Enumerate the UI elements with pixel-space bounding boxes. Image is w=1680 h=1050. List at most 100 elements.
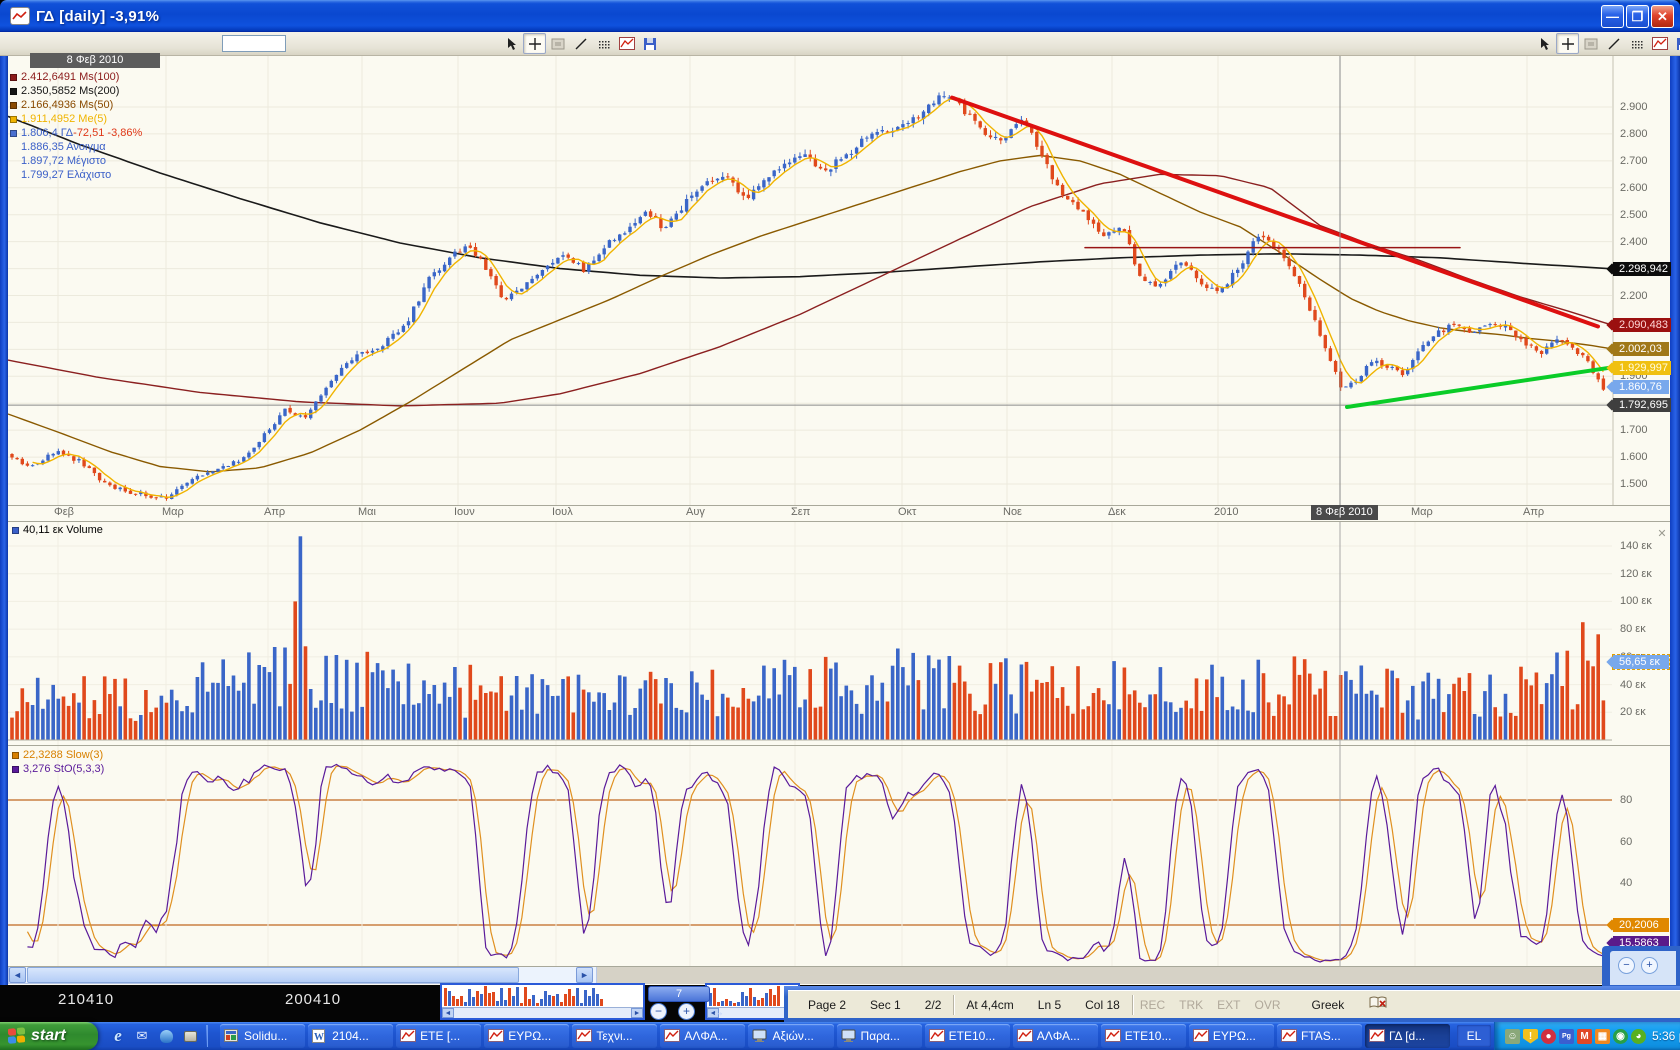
antivirus-icon[interactable]: ◉ bbox=[1613, 1028, 1628, 1044]
axis-tick-label: 2.500 bbox=[1620, 208, 1648, 221]
trendline-tool-icon[interactable] bbox=[1602, 33, 1625, 54]
axis-tick-label: 2.600 bbox=[1620, 181, 1648, 194]
legend-row: 1.886,35 Ανοιγμα bbox=[21, 141, 106, 153]
messenger-icon[interactable]: ☺ bbox=[1505, 1028, 1520, 1044]
chart-icon bbox=[576, 1029, 593, 1043]
price-panel[interactable] bbox=[0, 56, 1670, 505]
date-number-left: 210410 bbox=[58, 991, 115, 1008]
taskbar-button-2[interactable]: W 2104... bbox=[308, 1024, 394, 1048]
pane-close-icon[interactable]: ✕ bbox=[1657, 528, 1667, 540]
close-button[interactable]: ✕ bbox=[1651, 4, 1674, 28]
x-axis-month-label: Δεκ bbox=[1108, 506, 1126, 518]
outlook-express-icon[interactable]: ✉ bbox=[136, 1028, 148, 1043]
taskbar-button-12[interactable]: ΕΥΡΩ... bbox=[1188, 1024, 1274, 1048]
axis-value-badge: 2.298,942 bbox=[1613, 261, 1671, 276]
taskbar-button-13[interactable]: FTAS... bbox=[1276, 1024, 1363, 1048]
chart-tool-icon[interactable] bbox=[1648, 33, 1671, 54]
internet-explorer-icon[interactable]: e bbox=[114, 1026, 122, 1045]
chart-icon bbox=[400, 1029, 417, 1043]
axis-tick-label: 100 εκ bbox=[1620, 595, 1652, 608]
browse-prev-button[interactable]: − bbox=[1618, 957, 1635, 974]
scrollbar-thumb[interactable] bbox=[27, 967, 519, 983]
show-desktop-icon[interactable] bbox=[180, 1026, 200, 1046]
scroll-right-arrow[interactable]: ► bbox=[576, 967, 593, 983]
mail-icon[interactable]: M bbox=[1577, 1028, 1592, 1044]
window-title: ΓΔ [daily] -3,91% bbox=[36, 7, 160, 25]
minimize-button[interactable]: — bbox=[1601, 4, 1624, 28]
quick-launch-bar: e ✉ bbox=[98, 1025, 216, 1047]
app-chart-icon bbox=[10, 7, 30, 25]
taskbar-button-5[interactable]: Τεχνι... bbox=[572, 1024, 658, 1048]
window-border bbox=[0, 56, 8, 985]
zoom-in-button[interactable]: + bbox=[678, 1003, 695, 1020]
symbol-input[interactable] bbox=[222, 35, 286, 52]
pointer-tool-icon[interactable] bbox=[1533, 33, 1556, 54]
grid-dots-tool-icon[interactable] bbox=[1625, 33, 1648, 54]
taskbar-button-10[interactable]: ΑΛΦΑ... bbox=[1012, 1024, 1098, 1048]
trendline-tool-icon[interactable] bbox=[569, 33, 592, 54]
mini-chart-window-1[interactable]: ◄ ► bbox=[440, 983, 645, 1020]
chart-icon bbox=[1016, 1029, 1033, 1043]
reader-icon[interactable]: Pg bbox=[1559, 1028, 1574, 1044]
save-tool-icon[interactable] bbox=[1671, 33, 1680, 54]
crosshair-tool-icon[interactable] bbox=[1556, 33, 1579, 54]
button-tool-icon[interactable] bbox=[546, 33, 569, 54]
date-number-right: 200410 bbox=[285, 991, 342, 1008]
language-indicator[interactable]: EL bbox=[1457, 1025, 1491, 1047]
taskbar-button-1[interactable]: Solidu... bbox=[220, 1024, 306, 1048]
save-tool-icon[interactable] bbox=[638, 33, 661, 54]
pointer-tool-icon[interactable] bbox=[500, 33, 523, 54]
chart-area[interactable]: Φεβ Μαρ Απρ Μαι Ιουν Ιουλ Αυγ Σεπ Οκτ Νοε Δεκ 2010 Μ… bbox=[0, 53, 1680, 985]
taskbar-button-6[interactable]: ΑΛΦΑ... bbox=[660, 1024, 746, 1048]
chart-toolbar bbox=[0, 32, 1680, 56]
volume-panel[interactable] bbox=[0, 521, 1670, 745]
axis-tick-label: 2.800 bbox=[1620, 127, 1648, 140]
legend-row: 1.799,27 Ελάχιστο bbox=[21, 169, 112, 181]
axis-tick-label: 1.700 bbox=[1620, 424, 1648, 437]
stochastic-panel[interactable] bbox=[0, 745, 1670, 966]
axis-tick-label: 1.500 bbox=[1620, 478, 1648, 490]
statusbar-toggle-ext[interactable]: EXT bbox=[1217, 997, 1241, 1012]
messenger-icon[interactable] bbox=[156, 1026, 176, 1046]
bar-spacing-icon[interactable]: ↔ bbox=[712, 1004, 725, 1019]
maximize-button[interactable]: ❐ bbox=[1626, 4, 1649, 28]
x-axis-month-label: Ιουλ bbox=[552, 506, 573, 518]
mini-scroll-left2[interactable]: ◄ bbox=[707, 1008, 719, 1018]
start-button[interactable]: start bbox=[0, 1022, 98, 1050]
chart-tool-icon[interactable] bbox=[615, 33, 638, 54]
taskbar-button-9[interactable]: ΕΤΕ10... bbox=[924, 1024, 1010, 1048]
grid-dots-tool-icon[interactable] bbox=[592, 33, 615, 54]
taskbar-button-3[interactable]: ΕΤΕ [... bbox=[396, 1024, 482, 1048]
legend-row: 2.350,5852 Ms(200) bbox=[10, 84, 160, 98]
axis-tick-label: 40 εκ bbox=[1620, 678, 1646, 691]
x-axis-month-label: 2010 bbox=[1214, 506, 1239, 518]
clock: 5:36 μμ bbox=[1652, 1029, 1680, 1043]
horizontal-scrollbar[interactable]: ◄ ► bbox=[8, 966, 597, 984]
x-axis-month-label: Ιουν bbox=[454, 506, 475, 518]
display-icon[interactable]: ◕ bbox=[1631, 1028, 1646, 1044]
chart-icon bbox=[1192, 1029, 1209, 1043]
x-axis-month-label: Οκτ bbox=[898, 506, 917, 518]
axis-tick-label: 80 bbox=[1620, 794, 1633, 806]
word-window-fragment: − + bbox=[1602, 946, 1680, 986]
taskbar-button-14[interactable]: ΓΔ [d... bbox=[1365, 1024, 1451, 1048]
mini-scroll-right[interactable]: ► bbox=[631, 1008, 643, 1018]
statusbar-toggle-trk[interactable]: TRK bbox=[1179, 997, 1204, 1012]
shield-icon[interactable]: ! bbox=[1523, 1028, 1538, 1044]
taskbar-button-4[interactable]: ΕΥΡΩ... bbox=[484, 1024, 570, 1048]
window-titlebar[interactable]: ΓΔ [daily] -3,91% — ❐ ✕ bbox=[0, 0, 1680, 32]
update-icon[interactable]: ▦ bbox=[1595, 1028, 1610, 1044]
chart-icon bbox=[1104, 1029, 1121, 1043]
taskbar-button-11[interactable]: ΕΤΕ10... bbox=[1100, 1024, 1186, 1048]
statusbar-toggle-rec[interactable]: REC bbox=[1139, 997, 1166, 1012]
statusbar-toggle-ovr[interactable]: OVR bbox=[1254, 997, 1281, 1012]
browse-next-button[interactable]: + bbox=[1641, 957, 1658, 974]
taskbar-button-7[interactable]: Αξιών... bbox=[748, 1024, 834, 1048]
scroll-left-arrow[interactable]: ◄ bbox=[9, 967, 26, 983]
crosshair-tool-icon[interactable] bbox=[523, 33, 546, 54]
zoom-out-button[interactable]: − bbox=[650, 1003, 667, 1020]
mini-scroll-left[interactable]: ◄ bbox=[442, 1008, 454, 1018]
button-tool-icon[interactable] bbox=[1579, 33, 1602, 54]
taskbar-button-8[interactable]: Παρα... bbox=[836, 1024, 922, 1048]
alert-icon[interactable]: ● bbox=[1541, 1028, 1556, 1044]
